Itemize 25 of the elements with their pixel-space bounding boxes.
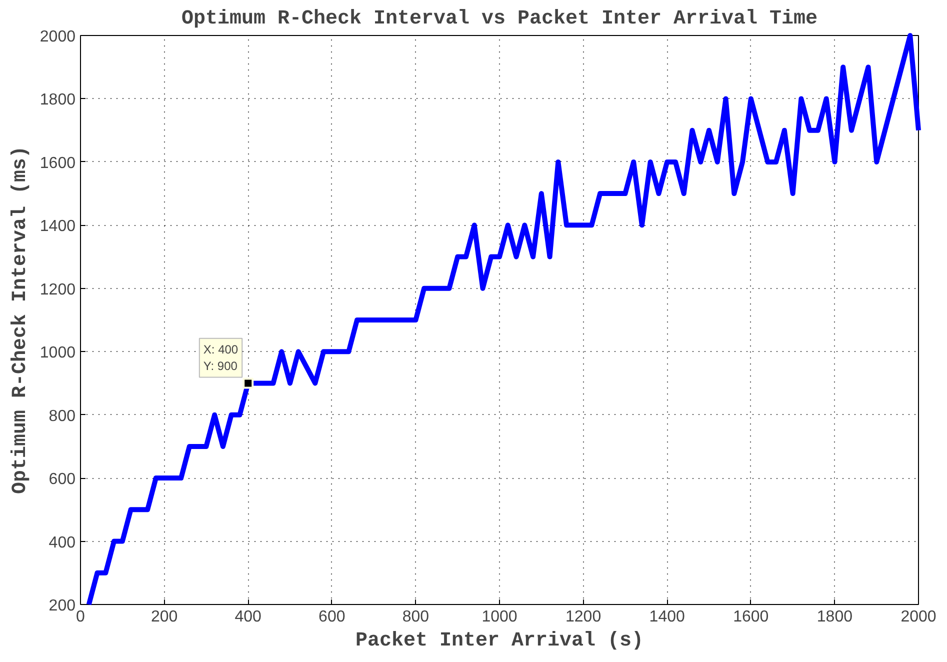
y-tick-label: 1200 <box>40 281 76 298</box>
x-tick-label: 400 <box>234 608 262 626</box>
x-tick-label: 200 <box>150 608 178 626</box>
y-tick-label: 1400 <box>40 218 76 236</box>
x-tick-label: 1000 <box>482 608 518 626</box>
x-tick-label: 600 <box>318 608 346 626</box>
x-axis-title: Packet Inter Arrival (s) <box>355 630 644 652</box>
y-tick-label: 1000 <box>40 344 76 362</box>
x-tick-label: 800 <box>402 608 430 626</box>
y-tick-label: 400 <box>48 534 76 552</box>
y-tick-label: 600 <box>48 471 76 488</box>
y-tick-label: 2000 <box>40 28 76 46</box>
y-tick-label: 1600 <box>40 154 76 172</box>
y-tick-label: 800 <box>48 408 76 425</box>
x-tick-label: 2000 <box>900 608 936 626</box>
x-tick-label: 1600 <box>733 608 769 626</box>
y-tick-label: 200 <box>48 598 76 614</box>
x-tick-label: 0 <box>76 608 86 626</box>
annotation: X: 400 Y: 900 <box>203 342 238 374</box>
y-tick-label: 1800 <box>40 92 76 109</box>
chart-title: Optimum R-Check Interval vs Packet Inter Arrival Time <box>181 8 818 30</box>
x-tick-label: 1200 <box>566 608 602 626</box>
x-tick-label: 1400 <box>649 608 685 626</box>
y-axis-title: Optimum R-Check Interval (ms) <box>8 146 32 494</box>
x-tick-label: 1800 <box>816 608 853 626</box>
